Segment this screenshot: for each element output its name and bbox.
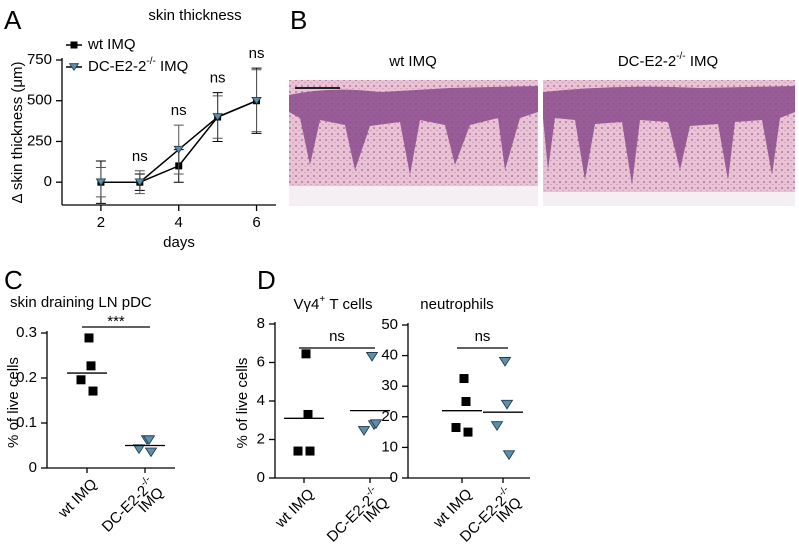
chart-title: skin draining LN pDC [10, 294, 152, 311]
point [303, 409, 313, 419]
histology-images [289, 80, 795, 206]
y-tick-label: 6 [257, 353, 265, 370]
significance-label: *** [107, 313, 125, 330]
point [451, 423, 461, 433]
epidermis-ko [543, 86, 795, 185]
point [365, 352, 379, 362]
point [301, 349, 311, 359]
chart-title-sup: + [319, 294, 325, 305]
y-tick-label: 40 [381, 347, 398, 364]
image-caption-rest: IMQ [686, 53, 719, 70]
point [76, 375, 86, 385]
point [463, 427, 473, 437]
y-tick-label: 20 [381, 408, 398, 425]
fat-ko [543, 192, 795, 206]
y-tick-label: 50 [381, 316, 398, 333]
point [212, 113, 223, 122]
point [142, 435, 156, 446]
x-tick-label: 4 [175, 214, 183, 231]
annotation: ns [171, 102, 187, 119]
image-caption-base: DC-E2-2 [618, 53, 676, 70]
legend-label-base: DC-E2-2 [88, 58, 146, 75]
chart-title: Vγ4+ T cells [294, 294, 373, 313]
point [134, 178, 146, 187]
legend-label-rest: IMQ [156, 58, 189, 75]
image-caption: wt IMQ [388, 53, 437, 70]
chart-title: neutrophils [420, 296, 493, 313]
point [498, 357, 512, 367]
annotation: ns [132, 148, 148, 165]
point [459, 374, 469, 384]
y-tick-label: 2 [257, 430, 265, 447]
point [502, 450, 516, 461]
point [132, 444, 146, 455]
y-tick-label: 750 [27, 51, 52, 68]
x-tick-label: wt IMQ [54, 476, 100, 522]
panel-label: C [4, 265, 23, 295]
point [490, 421, 504, 431]
y-tick-label: 8 [257, 315, 265, 332]
point [500, 399, 514, 410]
y-tick-label: 250 [27, 132, 52, 149]
y-tick-label: 0.3 [16, 324, 37, 341]
panel-label: D [257, 265, 276, 295]
point [84, 333, 94, 343]
x-tick-label: 2 [97, 214, 105, 231]
point [173, 145, 184, 154]
annotation: ns [249, 45, 265, 62]
y-tick-label: 4 [257, 392, 265, 409]
legend-marker [70, 41, 78, 49]
panel-label: A [4, 5, 22, 35]
significance-label: ns [329, 328, 345, 345]
y-axis-title: Δ skin thickness (μm) [9, 61, 26, 203]
epidermis-wt [289, 86, 538, 175]
legend-label-sup: -/- [146, 56, 155, 67]
x-tick-label: DC-E2-2-/-IMQ [97, 474, 167, 544]
annotation: ns [210, 70, 226, 87]
chart-title-rest: T cells [325, 296, 372, 313]
point [95, 178, 107, 187]
y-tick-label: 0 [44, 173, 52, 190]
significance-label: ns [475, 328, 491, 345]
legend-marker [68, 63, 80, 72]
fat-wt [289, 186, 538, 206]
y-tick-label: 0.1 [16, 414, 37, 431]
x-tick-label: wt IMQ [271, 486, 317, 532]
point [293, 446, 303, 456]
point [88, 386, 98, 396]
y-tick-label: 500 [27, 92, 52, 109]
point [144, 447, 158, 458]
point [357, 426, 371, 436]
x-tick-label: DC-E2-2-/-IMQ [322, 484, 392, 554]
point [251, 97, 262, 105]
y-tick-label: 0 [29, 459, 37, 476]
point [86, 361, 96, 371]
x-tick-label: 6 [252, 214, 260, 231]
x-axis-title: days [163, 234, 195, 251]
y-axis-title: % of live cells [5, 357, 22, 448]
image-caption-sup: -/- [676, 51, 685, 62]
y-axis-title: % of live cells [234, 358, 251, 449]
legend-label: wt IMQ [87, 36, 136, 53]
y-tick-label: 0 [257, 469, 265, 486]
panel-label: B [290, 5, 307, 35]
y-tick-label: 0 [390, 469, 398, 486]
point [461, 397, 471, 406]
image-caption: DC-E2-2-/- IMQ [618, 51, 718, 70]
y-tick-label: 30 [381, 377, 398, 394]
legend-label: DC-E2-2-/- IMQ [88, 56, 188, 75]
chart-title: skin thickness [148, 7, 241, 24]
y-tick-label: 0.2 [16, 369, 37, 386]
point [305, 446, 315, 456]
chart-title-base: Vγ4 [294, 296, 320, 313]
point [369, 419, 383, 430]
y-tick-label: 10 [381, 438, 398, 455]
